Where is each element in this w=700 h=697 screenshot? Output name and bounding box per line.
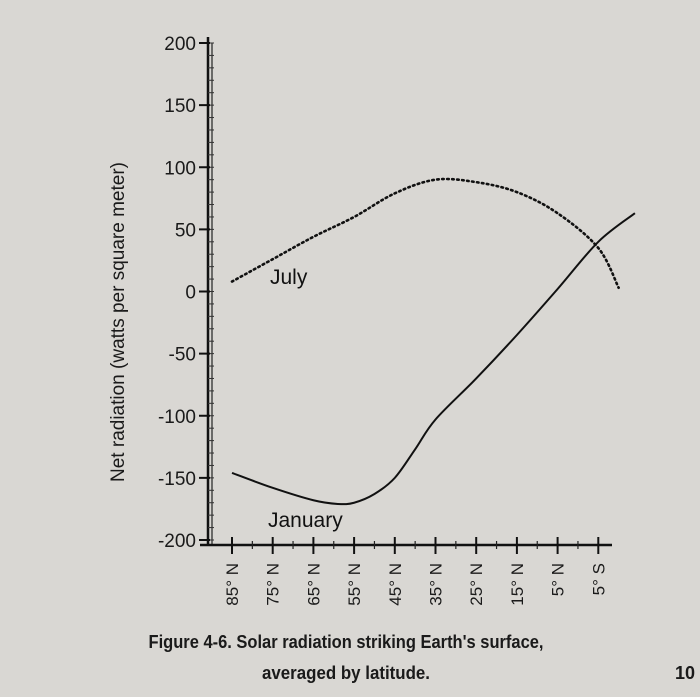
figure-caption-line1: Figure 4-6. Solar radiation striking Ear… xyxy=(149,632,544,652)
axes-group xyxy=(200,37,612,547)
y-tick-label: -100 xyxy=(158,407,196,428)
series-group xyxy=(230,177,636,506)
y-tick-label: 200 xyxy=(164,34,196,55)
x-tick-label: 75° N xyxy=(264,563,283,606)
page-number: 10 xyxy=(675,663,695,683)
x-ticks-group: 85° N 75° N 65° N 55° N 45° N 35° N 25° N 15° N… xyxy=(223,537,608,606)
x-tick-label: 5° N xyxy=(549,563,568,596)
x-tick-label: 35° N xyxy=(427,563,446,606)
y-tick-label: 0 xyxy=(185,283,196,304)
x-tick-label: 55° N xyxy=(345,563,364,606)
series-line-july xyxy=(230,177,620,290)
series-line-january xyxy=(231,212,636,506)
y-axis-title: Net radiation (watts per square meter) xyxy=(108,162,129,482)
x-tick-label: 25° N xyxy=(467,563,486,606)
x-tick-label: 15° N xyxy=(508,563,527,606)
x-tick-label: 85° N xyxy=(223,563,242,606)
y-tick-label: 100 xyxy=(164,158,196,179)
x-tick-label: 65° N xyxy=(304,563,323,606)
y-tick-label: -200 xyxy=(158,531,196,552)
y-ticks-group: 200 150 100 50 0 -50 -100 -150 -200 xyxy=(158,34,210,552)
y-tick-label: 150 xyxy=(164,96,196,117)
minor-ticks-group xyxy=(208,42,214,541)
x-tick-label: 45° N xyxy=(386,563,405,606)
series-label-january: January xyxy=(268,509,343,532)
series-label-july: July xyxy=(270,266,308,289)
x-tick-label: 5° S xyxy=(589,563,608,595)
figure-caption-line2: averaged by latitude. xyxy=(262,663,430,683)
y-tick-label: 50 xyxy=(175,220,196,241)
y-tick-label: -50 xyxy=(169,345,196,366)
y-tick-label: -150 xyxy=(158,469,196,490)
